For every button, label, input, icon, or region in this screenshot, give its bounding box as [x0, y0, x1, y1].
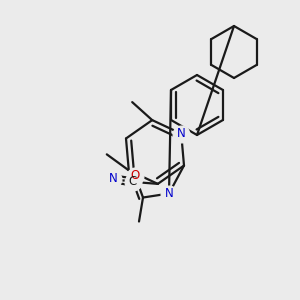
- Text: O: O: [130, 169, 140, 182]
- Text: N: N: [108, 172, 117, 185]
- Text: C: C: [129, 176, 137, 188]
- Text: N: N: [165, 187, 173, 200]
- Text: N: N: [177, 127, 186, 140]
